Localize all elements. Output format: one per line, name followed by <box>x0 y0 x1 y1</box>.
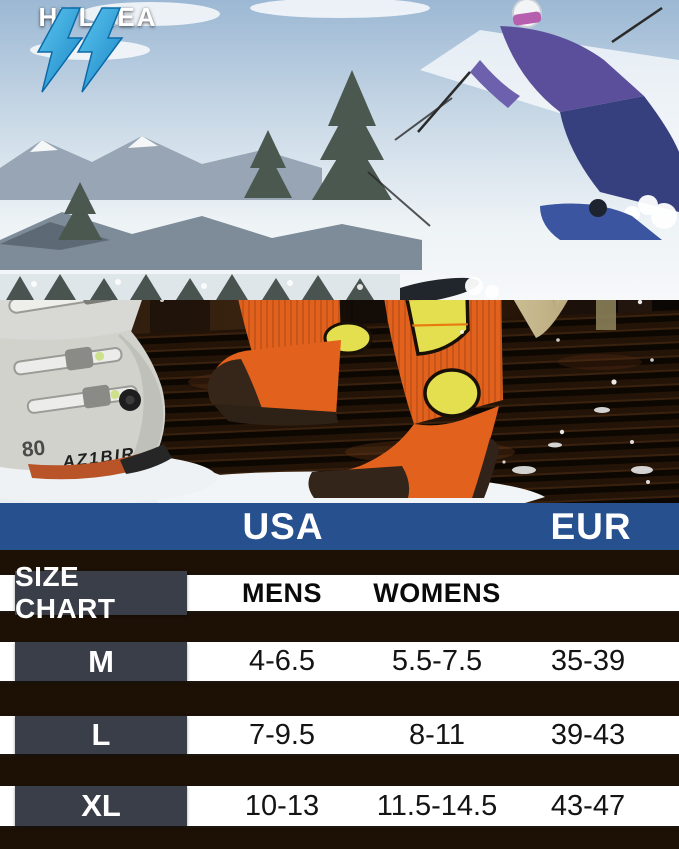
mountains <box>0 70 453 270</box>
size-label-l: L <box>15 716 187 754</box>
bottom-forest <box>0 274 400 300</box>
womens-column-header: WOMENS <box>373 578 501 608</box>
xl-eur-value: 43-47 <box>550 790 626 822</box>
eur-header: EUR <box>550 506 632 547</box>
m-womens-value: 5.5-7.5 <box>391 645 483 677</box>
l-mens-value: 7-9.5 <box>248 719 316 751</box>
size-chart-label: SIZE CHART <box>15 561 187 624</box>
region-header-bar: USA EUR <box>0 503 679 550</box>
boot-flex-text: 80 <box>21 436 47 461</box>
mens-column-header: MENS <box>241 578 323 608</box>
size-label-xl: XL <box>15 786 187 826</box>
usa-header: USA <box>242 506 324 547</box>
brand-logo: HYLAEA <box>18 2 178 132</box>
size-label-m: M <box>15 642 187 681</box>
xl-womens-value: 11.5-14.5 <box>376 790 498 822</box>
pine-trees <box>58 70 392 240</box>
xl-mens-value: 10-13 <box>244 790 320 822</box>
boot-lower-buckles <box>13 346 138 414</box>
skier-purple <box>417 0 679 229</box>
hylaea-monogram-icon <box>36 7 124 93</box>
right-sock-heel-patch <box>423 368 481 418</box>
snowboarder <box>380 199 662 300</box>
m-mens-value: 4-6.5 <box>248 645 316 677</box>
l-womens-value: 8-11 <box>409 719 465 751</box>
m-eur-value: 35-39 <box>550 645 626 677</box>
l-eur-value: 39-43 <box>550 719 626 751</box>
